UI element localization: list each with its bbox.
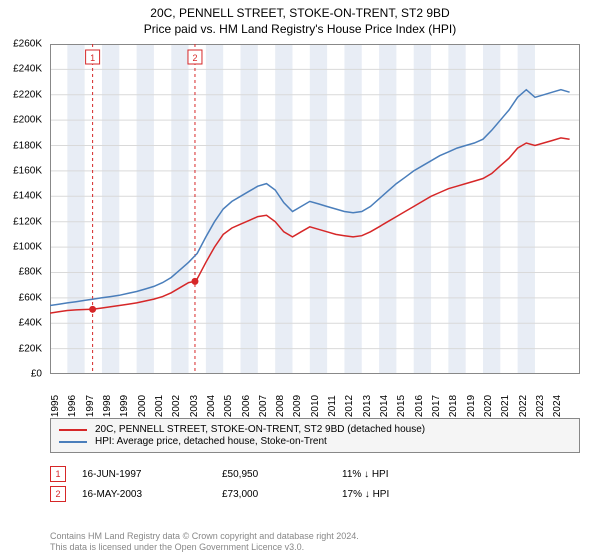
x-tick-label: 2007 (258, 395, 269, 417)
x-tick-label: 2006 (241, 395, 252, 417)
x-tick-label: 2008 (275, 395, 286, 417)
y-tick-label: £200K (13, 115, 42, 126)
legend-item-hpi: HPI: Average price, detached house, Stok… (59, 436, 571, 447)
y-tick-label: £80K (19, 267, 42, 278)
y-axis-labels: £0£20K£40K£60K£80K£100K£120K£140K£160K£1… (0, 44, 46, 374)
x-tick-label: 2018 (448, 395, 459, 417)
y-tick-label: £100K (13, 242, 42, 253)
title-address: 20C, PENNELL STREET, STOKE-ON-TRENT, ST2… (0, 6, 600, 20)
sale-marker-icon: 1 (50, 466, 66, 482)
y-tick-label: £140K (13, 191, 42, 202)
legend-swatch (59, 441, 87, 443)
footer-attribution: Contains HM Land Registry data © Crown c… (50, 531, 359, 554)
sale-marker-icon: 2 (50, 486, 66, 502)
y-tick-label: £40K (19, 318, 42, 329)
x-tick-label: 2003 (189, 395, 200, 417)
x-tick-label: 2019 (466, 395, 477, 417)
y-tick-label: £120K (13, 216, 42, 227)
legend: 20C, PENNELL STREET, STOKE-ON-TRENT, ST2… (50, 418, 580, 453)
chart-plot: 12 (50, 44, 580, 374)
x-tick-label: 2015 (396, 395, 407, 417)
x-tick-label: 2016 (414, 395, 425, 417)
footer-line: Contains HM Land Registry data © Crown c… (50, 531, 359, 543)
sale-hpi-delta: 17% ↓ HPI (342, 489, 462, 500)
x-tick-label: 2020 (483, 395, 494, 417)
x-tick-label: 2009 (292, 395, 303, 417)
y-tick-label: £20K (19, 343, 42, 354)
x-tick-label: 1996 (67, 395, 78, 417)
y-tick-label: £220K (13, 89, 42, 100)
svg-text:2: 2 (192, 53, 197, 63)
x-tick-label: 2002 (171, 395, 182, 417)
x-tick-label: 2010 (310, 395, 321, 417)
sale-row: 2 16-MAY-2003 £73,000 17% ↓ HPI (50, 486, 580, 502)
x-tick-label: 2011 (327, 395, 338, 417)
x-tick-label: 2005 (223, 395, 234, 417)
svg-text:1: 1 (90, 53, 95, 63)
x-tick-label: 2024 (552, 395, 563, 417)
y-tick-label: £0 (31, 369, 42, 380)
x-axis-labels: 1995 1996 1997 1998 1999 2000 2001 2002 2003 2004… (50, 378, 580, 414)
y-tick-label: £240K (13, 64, 42, 75)
title-subtitle: Price paid vs. HM Land Registry's House … (0, 22, 600, 36)
x-tick-label: 2012 (344, 395, 355, 417)
footer-line: This data is licensed under the Open Gov… (50, 542, 359, 554)
x-tick-label: 1999 (119, 395, 130, 417)
legend-label: 20C, PENNELL STREET, STOKE-ON-TRENT, ST2… (95, 424, 425, 435)
x-tick-label: 2017 (431, 395, 442, 417)
y-tick-label: £180K (13, 140, 42, 151)
sale-date: 16-MAY-2003 (82, 489, 222, 500)
sale-date: 16-JUN-1997 (82, 469, 222, 480)
x-tick-label: 2001 (154, 395, 165, 417)
y-tick-label: £60K (19, 292, 42, 303)
legend-label: HPI: Average price, detached house, Stok… (95, 436, 327, 447)
sale-row: 1 16-JUN-1997 £50,950 11% ↓ HPI (50, 466, 580, 482)
x-tick-label: 1995 (50, 395, 61, 417)
x-tick-label: 2000 (137, 395, 148, 417)
x-tick-label: 1997 (85, 395, 96, 417)
sale-price: £73,000 (222, 489, 342, 500)
title-block: 20C, PENNELL STREET, STOKE-ON-TRENT, ST2… (0, 0, 600, 36)
sale-hpi-delta: 11% ↓ HPI (342, 469, 462, 480)
legend-item-property: 20C, PENNELL STREET, STOKE-ON-TRENT, ST2… (59, 424, 571, 435)
y-tick-label: £160K (13, 165, 42, 176)
sale-rows: 1 16-JUN-1997 £50,950 11% ↓ HPI 2 16-MAY… (50, 462, 580, 506)
x-tick-label: 1998 (102, 395, 113, 417)
x-tick-label: 2022 (518, 395, 529, 417)
x-tick-label: 2021 (500, 395, 511, 417)
y-tick-label: £260K (13, 39, 42, 50)
x-tick-label: 2013 (362, 395, 373, 417)
legend-swatch (59, 429, 87, 431)
x-tick-label: 2023 (535, 395, 546, 417)
sale-price: £50,950 (222, 469, 342, 480)
x-tick-label: 2004 (206, 395, 217, 417)
x-tick-label: 2014 (379, 395, 390, 417)
